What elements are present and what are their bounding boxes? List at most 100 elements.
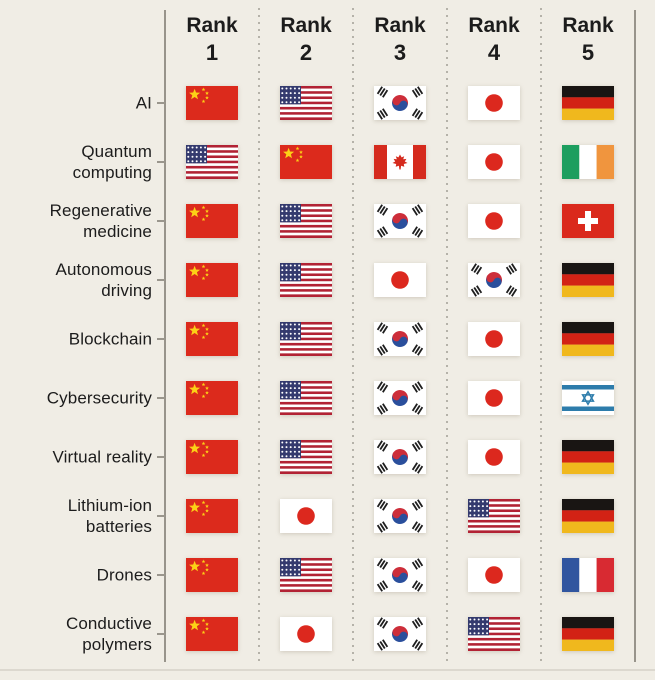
flag-south-korea [374, 617, 426, 651]
flag-us-icon [280, 440, 332, 474]
flag-israel [562, 381, 614, 415]
flag-il-icon [562, 381, 614, 415]
axis-line-right [634, 10, 636, 662]
column-divider-dotted [446, 8, 448, 662]
flag-us-icon [280, 86, 332, 120]
flag-fr-icon [562, 558, 614, 592]
flag-jp-icon [374, 263, 426, 297]
flag-china [186, 322, 238, 356]
flag-south-korea [374, 440, 426, 474]
flag-jp-icon [468, 322, 520, 356]
flag-united-states [280, 86, 332, 120]
row-label: Drones [96, 565, 152, 585]
flag-japan [468, 381, 520, 415]
flag-us-icon [468, 499, 520, 533]
row-tick [157, 456, 165, 458]
flag-de-icon [562, 263, 614, 297]
flag-china [186, 204, 238, 238]
flag-kr-icon [468, 263, 520, 297]
flag-south-korea [374, 204, 426, 238]
flag-united-states [280, 263, 332, 297]
flag-us-icon [280, 204, 332, 238]
row-label: Quantum computing [72, 142, 152, 182]
flag-south-korea [468, 263, 520, 297]
flag-canada [374, 145, 426, 179]
flag-china [186, 558, 238, 592]
column-divider-dotted [540, 8, 542, 662]
flag-kr-icon [374, 204, 426, 238]
flag-cn-icon [280, 145, 332, 179]
flag-china [186, 617, 238, 651]
rank-header-number: 2 [299, 40, 313, 65]
flag-japan [468, 145, 520, 179]
flag-jp-icon [468, 381, 520, 415]
row-label: Regenerative medicine [49, 201, 152, 241]
column-divider-dotted [352, 8, 354, 662]
axis-line-left [164, 10, 166, 662]
flag-de-icon [562, 322, 614, 356]
flag-japan [280, 617, 332, 651]
flag-united-states [280, 322, 332, 356]
rank-header-4: Rank 4 [447, 13, 541, 67]
flag-jp-icon [468, 145, 520, 179]
flag-kr-icon [374, 617, 426, 651]
flag-de-icon [562, 86, 614, 120]
column-divider-dotted [258, 8, 260, 662]
flag-us-icon [280, 263, 332, 297]
row-tick [157, 279, 165, 281]
rank-header-number: 3 [393, 40, 407, 65]
flag-germany [562, 263, 614, 297]
flag-germany [562, 617, 614, 651]
flag-us-icon [468, 617, 520, 651]
flag-south-korea [374, 499, 426, 533]
flag-kr-icon [374, 558, 426, 592]
flag-china [186, 381, 238, 415]
flag-de-icon [562, 617, 614, 651]
flag-united-states [186, 145, 238, 179]
flag-kr-icon [374, 440, 426, 474]
flag-switzerland [562, 204, 614, 238]
flag-ca-icon [374, 145, 426, 179]
row-label: AI [135, 93, 152, 113]
rank-header-word: Rank [468, 14, 520, 37]
flag-japan [468, 440, 520, 474]
flag-germany [562, 440, 614, 474]
flag-france [562, 558, 614, 592]
flag-japan [468, 322, 520, 356]
flag-united-states [280, 204, 332, 238]
rank-header-word: Rank [374, 14, 426, 37]
flag-cn-icon [186, 558, 238, 592]
row-tick [157, 161, 165, 163]
flag-kr-icon [374, 322, 426, 356]
rank-header-3: Rank 3 [353, 13, 447, 67]
flag-united-states [280, 440, 332, 474]
flag-japan [374, 263, 426, 297]
row-tick [157, 515, 165, 517]
bottom-rule [0, 669, 655, 671]
flag-south-korea [374, 322, 426, 356]
flag-cn-icon [186, 440, 238, 474]
flag-jp-icon [468, 204, 520, 238]
flag-us-icon [186, 145, 238, 179]
row-label: Lithium-ion batteries [67, 496, 152, 536]
flag-south-korea [374, 381, 426, 415]
flag-japan [468, 204, 520, 238]
rank-header-1: Rank 1 [165, 13, 259, 67]
flag-japan [468, 86, 520, 120]
flag-japan [280, 499, 332, 533]
flag-us-icon [280, 322, 332, 356]
row-tick [157, 338, 165, 340]
rank-header-word: Rank [562, 14, 614, 37]
row-tick [157, 102, 165, 104]
flag-cn-icon [186, 86, 238, 120]
flag-germany [562, 322, 614, 356]
flag-united-states [280, 558, 332, 592]
row-tick [157, 397, 165, 399]
row-label: Conductive polymers [65, 614, 152, 654]
flag-de-icon [562, 499, 614, 533]
flag-us-icon [280, 558, 332, 592]
flag-cn-icon [186, 322, 238, 356]
flag-china [280, 145, 332, 179]
row-tick [157, 574, 165, 576]
